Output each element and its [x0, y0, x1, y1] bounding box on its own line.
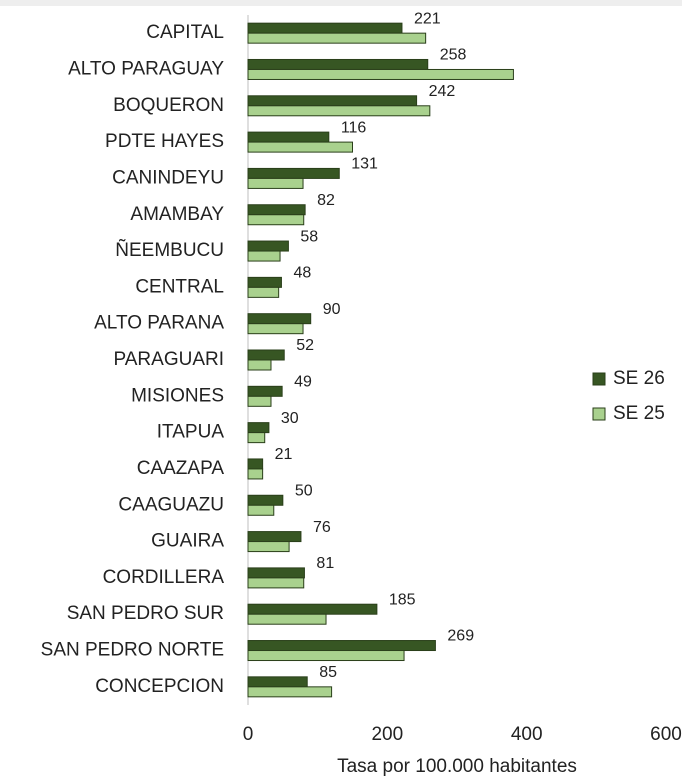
value-label: 50: [295, 482, 313, 499]
bar: [247, 603, 378, 615]
y-tick-label: MISIONES: [131, 385, 224, 406]
legend-swatch: [592, 407, 606, 421]
value-label: 269: [447, 628, 474, 645]
x-tick-label: 0: [243, 724, 254, 745]
value-label: 52: [296, 337, 314, 354]
bar: [247, 214, 305, 226]
bar: [247, 286, 280, 298]
y-tick-label: SAN PEDRO NORTE: [41, 640, 224, 661]
value-label: 81: [316, 555, 334, 572]
bar: [247, 395, 272, 407]
value-label: 221: [414, 10, 441, 27]
bar: [247, 141, 353, 153]
value-label: 185: [389, 591, 416, 608]
bar: [247, 577, 305, 589]
bar: [247, 468, 264, 480]
value-label: 131: [351, 156, 378, 173]
bar: [247, 323, 304, 335]
bar: [247, 531, 302, 543]
bar: [247, 359, 272, 371]
bar: [247, 22, 403, 34]
y-tick-label: PARAGUARI: [113, 349, 224, 370]
bar: [247, 276, 282, 288]
value-label: 90: [323, 301, 341, 318]
value-label: 48: [293, 265, 311, 282]
value-label: 258: [440, 47, 467, 64]
y-tick-label: CAPITAL: [146, 22, 224, 43]
top-strip: [0, 0, 682, 6]
bar: [247, 458, 264, 470]
x-tick-label: 600: [650, 724, 682, 745]
bar: [247, 494, 284, 506]
bar: [247, 240, 289, 252]
bar: [247, 650, 405, 662]
value-label: 85: [319, 664, 337, 681]
bar: [247, 68, 514, 80]
y-tick-label: ITAPUA: [157, 422, 225, 443]
bar: [247, 177, 304, 189]
y-tick-label: AMAMBAY: [130, 204, 224, 225]
y-tick-label: ALTO PARANA: [94, 313, 224, 334]
bar: [247, 167, 340, 179]
y-tick-label: CENTRAL: [135, 276, 224, 297]
bar: [247, 504, 275, 516]
bar: [247, 640, 436, 652]
bar: [247, 32, 427, 44]
y-tick-label: CAAZAPA: [137, 458, 225, 479]
bar: [247, 250, 281, 262]
y-tick-label: ALTO PARAGUAY: [68, 58, 224, 79]
bar: [247, 131, 330, 143]
value-label: 49: [294, 374, 312, 391]
y-tick-label: GUAIRA: [151, 531, 224, 552]
bar: [247, 613, 327, 625]
y-tick-label: CONCEPCION: [95, 676, 224, 697]
bar: [247, 105, 431, 117]
x-tick-label: 400: [511, 724, 543, 745]
y-tick-label: CAAGUAZU: [118, 494, 224, 515]
y-tick-label: BOQUERON: [113, 95, 224, 116]
y-tick-label: PDTE HAYES: [105, 131, 224, 152]
value-label: 242: [429, 83, 456, 100]
bar: [247, 541, 290, 553]
bar: [247, 58, 429, 70]
bar: [247, 95, 418, 107]
bar: [247, 313, 312, 325]
bar: [247, 349, 285, 361]
value-label: 76: [313, 519, 331, 536]
value-label: 30: [281, 410, 299, 427]
value-label: 116: [341, 119, 367, 136]
x-tick-label: 200: [371, 724, 403, 745]
legend-label: SE 25: [613, 403, 665, 424]
y-tick-label: ÑEEMBUCU: [115, 239, 224, 261]
legend-label: SE 26: [613, 368, 665, 389]
value-label: 21: [275, 446, 293, 463]
bar: [247, 567, 305, 579]
bar: [247, 204, 306, 216]
y-tick-label: CANINDEYU: [112, 167, 224, 188]
bar: [247, 432, 266, 444]
value-label: 58: [300, 228, 318, 245]
legend-swatch: [592, 372, 606, 386]
bar: [247, 686, 333, 698]
bar: [247, 676, 308, 688]
bar: [247, 422, 270, 434]
y-tick-label: SAN PEDRO SUR: [67, 603, 224, 624]
bar: [247, 385, 283, 397]
x-axis-title: Tasa por 100.000 habitantes: [337, 756, 577, 777]
value-label: 82: [317, 192, 335, 209]
y-tick-label: CORDILLERA: [103, 567, 225, 588]
